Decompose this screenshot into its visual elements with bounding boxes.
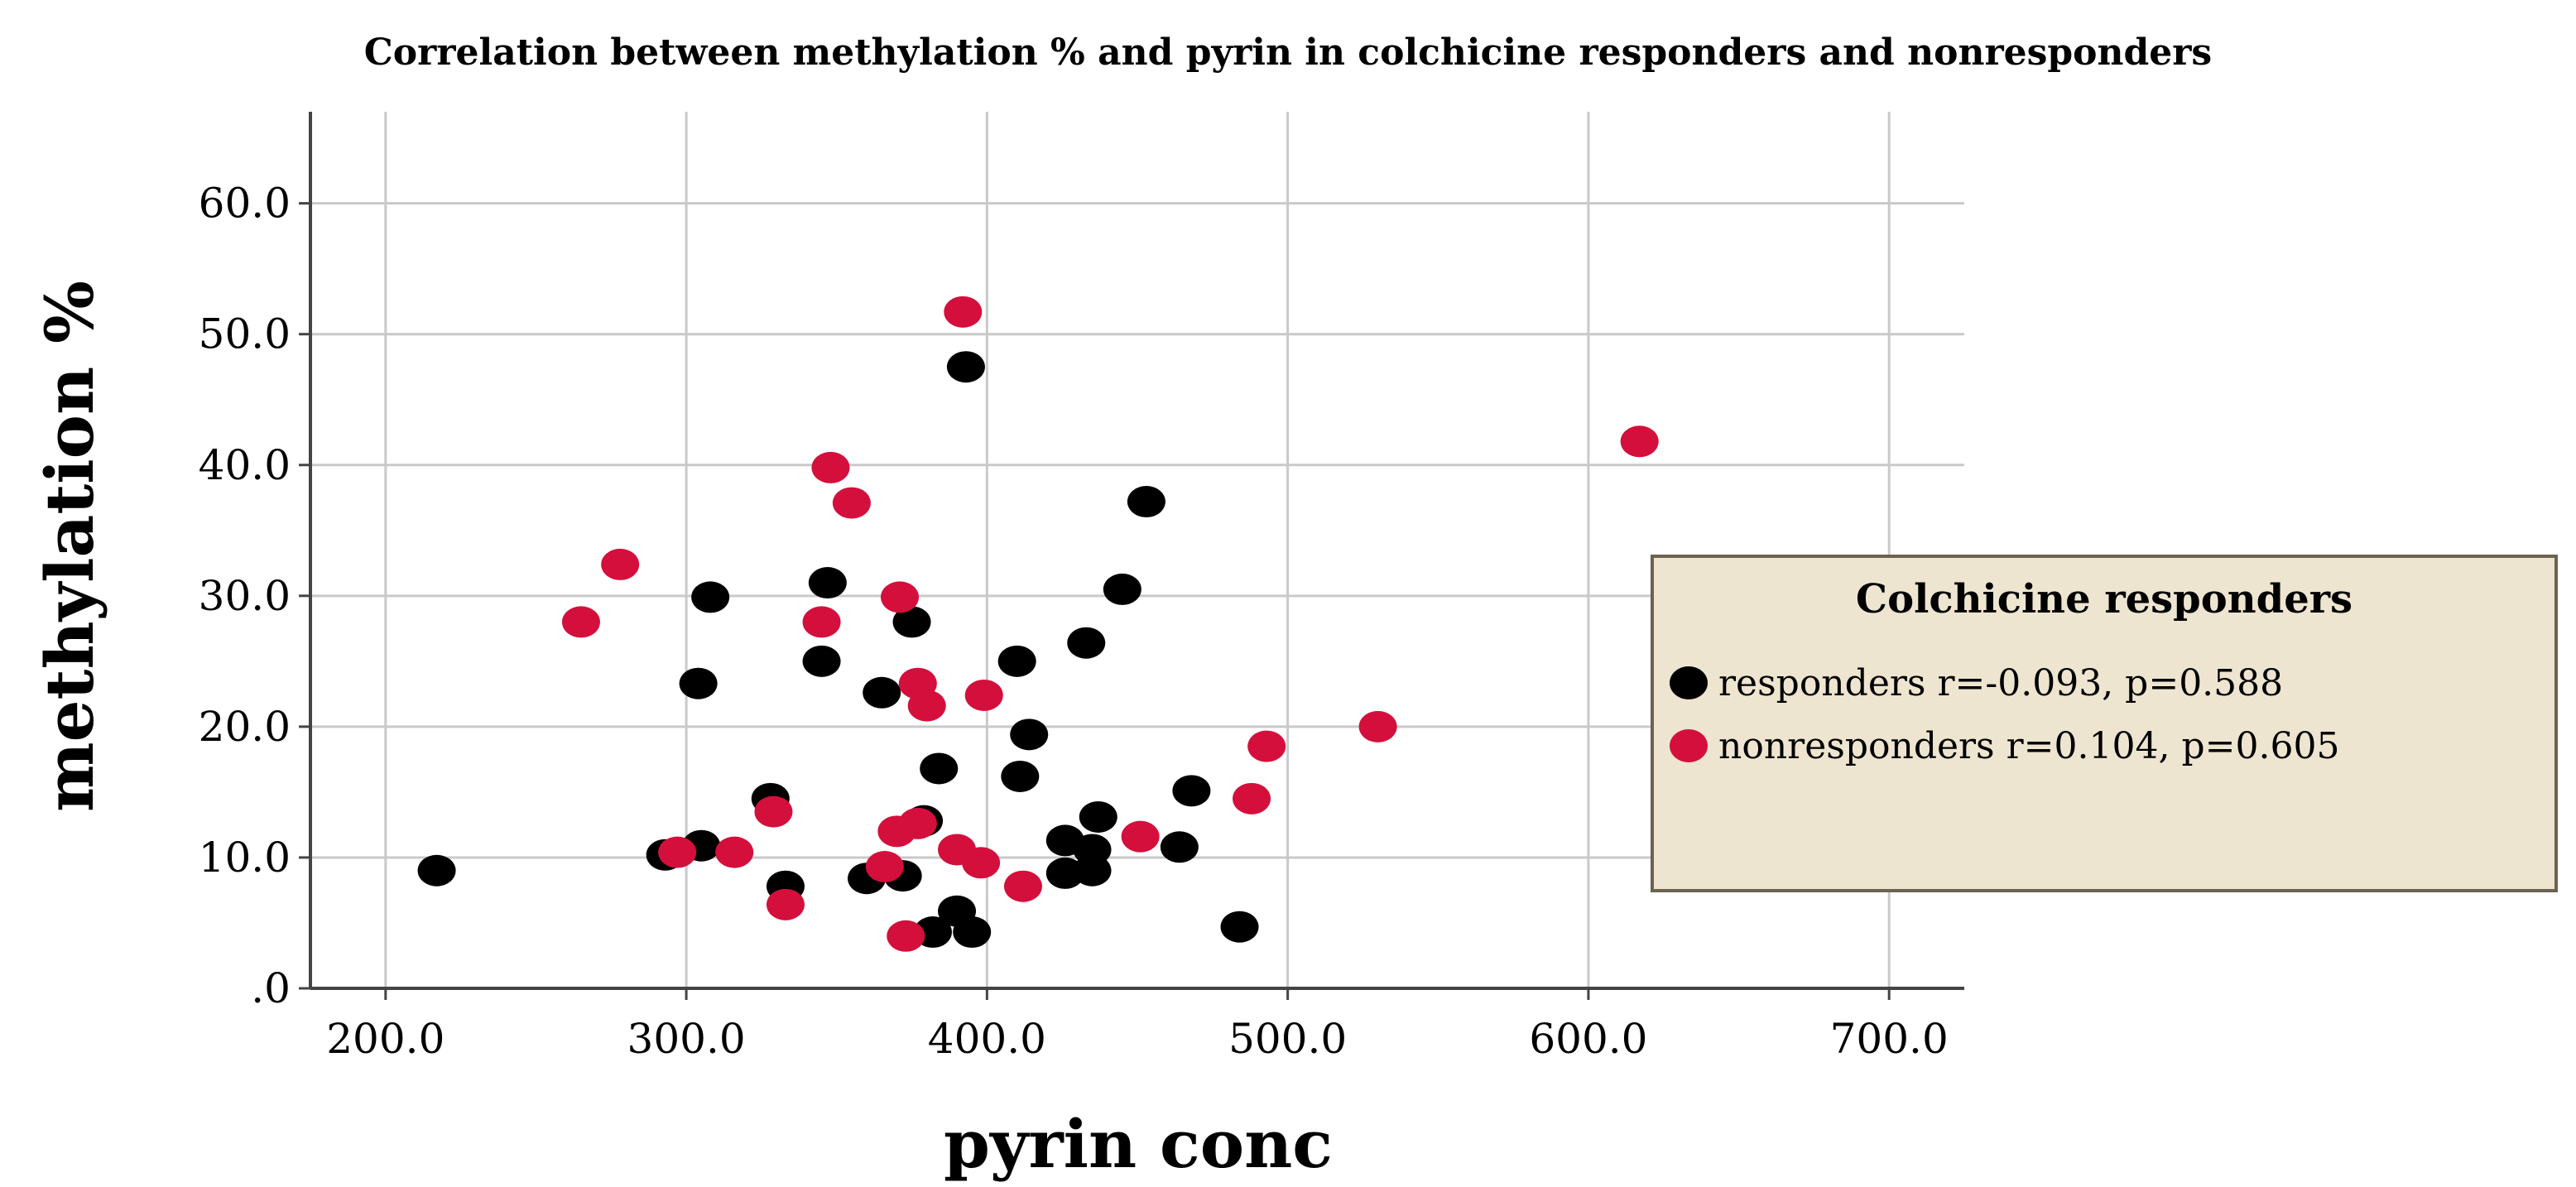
y-tick-label: 60.0 bbox=[199, 180, 291, 228]
point-nonresponder bbox=[754, 795, 793, 828]
point-nonresponder bbox=[962, 847, 1001, 879]
point-nonresponder bbox=[1358, 710, 1397, 742]
y-axis-label: methylation % bbox=[31, 281, 108, 812]
point-nonresponder bbox=[658, 836, 697, 868]
point-nonresponder bbox=[802, 606, 841, 638]
point-nonresponder bbox=[865, 851, 904, 883]
point-nonresponder bbox=[1121, 820, 1160, 853]
y-tick-label: 30.0 bbox=[199, 572, 291, 620]
point-responder bbox=[997, 645, 1036, 677]
point-responder bbox=[920, 752, 959, 785]
y-tick-label: 20.0 bbox=[199, 703, 291, 751]
legend-title: Colchicine responders bbox=[1856, 576, 2353, 622]
point-nonresponder bbox=[1003, 870, 1042, 902]
point-responder bbox=[1127, 486, 1165, 518]
point-responder bbox=[953, 916, 992, 949]
point-nonresponder bbox=[601, 548, 640, 580]
chart-title: Correlation between methylation % and py… bbox=[364, 31, 2212, 74]
point-responder bbox=[1103, 573, 1141, 605]
point-nonresponder bbox=[898, 807, 937, 839]
point-nonresponder bbox=[1620, 425, 1659, 458]
x-tick-label: 200.0 bbox=[326, 1015, 445, 1063]
point-nonresponder bbox=[766, 888, 805, 920]
point-responder bbox=[417, 854, 456, 887]
x-tick-label: 600.0 bbox=[1529, 1015, 1647, 1063]
point-responder bbox=[1220, 911, 1259, 943]
legend: Colchicine responders responders r=-0.09… bbox=[1651, 555, 2558, 892]
point-responder bbox=[1010, 718, 1049, 751]
x-tick-label: 300.0 bbox=[627, 1015, 746, 1063]
legend-marker-nonresponders bbox=[1670, 729, 1708, 762]
point-responder bbox=[946, 351, 985, 383]
y-tick-label: .0 bbox=[251, 964, 291, 1012]
y-axis-ticks: .0 10.0 20.0 30.0 40.0 50.0 60.0 bbox=[199, 180, 310, 1012]
point-nonresponder bbox=[811, 451, 850, 483]
legend-box bbox=[1651, 555, 2558, 892]
point-nonresponder bbox=[1247, 730, 1286, 762]
legend-label-nonresponders: nonresponders r=0.104, p=0.605 bbox=[1718, 725, 2339, 767]
point-responder bbox=[1172, 775, 1211, 807]
point-nonresponder bbox=[907, 690, 946, 722]
data-points bbox=[417, 296, 1659, 952]
point-nonresponder bbox=[881, 581, 920, 613]
legend-marker-responders bbox=[1670, 666, 1708, 699]
x-axis-label: pyrin conc bbox=[944, 1105, 1333, 1183]
point-responder bbox=[802, 645, 841, 677]
y-tick-label: 10.0 bbox=[199, 834, 291, 882]
legend-label-responders: responders r=-0.093, p=0.588 bbox=[1718, 662, 2283, 704]
y-tick-label: 40.0 bbox=[199, 441, 291, 489]
point-responder bbox=[1001, 760, 1040, 792]
point-nonresponder bbox=[944, 296, 983, 328]
point-responder bbox=[892, 606, 931, 638]
x-tick-label: 400.0 bbox=[928, 1015, 1046, 1063]
point-responder bbox=[1079, 800, 1117, 833]
point-nonresponder bbox=[561, 606, 600, 638]
point-nonresponder bbox=[832, 487, 871, 519]
point-nonresponder bbox=[887, 920, 925, 952]
x-tick-label: 700.0 bbox=[1830, 1015, 1949, 1063]
point-responder bbox=[1073, 854, 1112, 887]
point-responder bbox=[1160, 831, 1199, 863]
point-nonresponder bbox=[964, 679, 1003, 711]
x-axis-ticks: 200.0 300.0 400.0 500.0 600.0 700.0 bbox=[326, 988, 1949, 1063]
point-responder bbox=[863, 676, 901, 709]
point-responder bbox=[808, 567, 847, 599]
y-tick-label: 50.0 bbox=[199, 310, 291, 358]
series-nonresponders bbox=[561, 296, 1659, 952]
point-nonresponder bbox=[715, 836, 754, 868]
x-tick-label: 500.0 bbox=[1228, 1015, 1347, 1063]
point-nonresponder bbox=[1233, 782, 1271, 815]
axes bbox=[309, 112, 1964, 990]
point-responder bbox=[1067, 627, 1106, 659]
point-responder bbox=[679, 667, 718, 699]
point-responder bbox=[691, 581, 730, 613]
